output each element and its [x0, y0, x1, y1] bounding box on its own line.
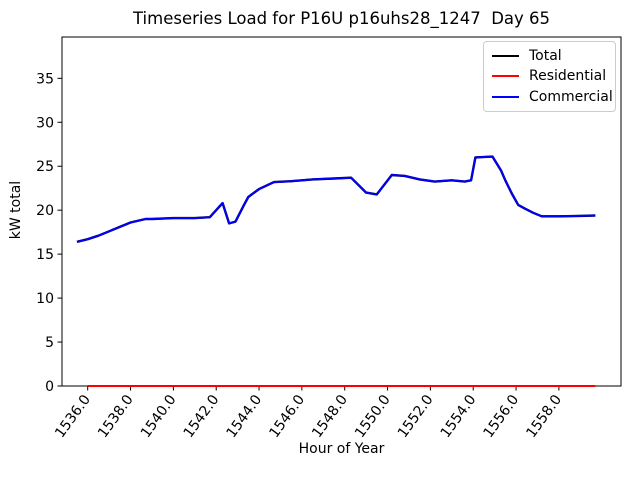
x-tick-label: 1536.0 — [52, 392, 94, 441]
x-axis-label: Hour of Year — [298, 441, 385, 457]
x-tick-label: 1544.0 — [224, 392, 266, 441]
y-axis-label: kW total — [8, 180, 24, 240]
x-tick-label: 1542.0 — [181, 392, 223, 441]
x-tick-label: 1552.0 — [395, 392, 437, 441]
legend-label-commercial: Commercial — [529, 88, 613, 105]
commercial-line-sample — [492, 95, 519, 98]
series-commercial-line — [76, 155, 596, 243]
legend-label-total: Total — [529, 48, 562, 65]
x-tick-label: 1554.0 — [438, 392, 480, 441]
y-tick-label: 5 — [45, 335, 54, 351]
y-tick-label: 35 — [36, 71, 54, 87]
x-tick-label: 1556.0 — [481, 392, 523, 441]
y-tick-label: 15 — [36, 247, 54, 263]
legend-label-residential: Residential — [529, 68, 607, 85]
series-total-line — [76, 155, 596, 243]
x-tick-label: 1538.0 — [95, 392, 137, 441]
y-tick-label: 20 — [36, 203, 54, 219]
legend-item-commercial: Commercial — [492, 90, 613, 104]
y-tick-label: 30 — [36, 115, 54, 131]
x-tick-label: 1540.0 — [138, 392, 180, 441]
legend-item-total: Total — [492, 49, 607, 63]
chart-title: Timeseries Load for P16U p16uhs28_1247 D… — [132, 9, 551, 28]
x-tick-label: 1548.0 — [309, 392, 351, 441]
total-line-sample — [492, 55, 519, 58]
y-tick-label: 0 — [45, 379, 54, 395]
residential-line-sample — [492, 75, 519, 78]
x-tick-label: 1550.0 — [352, 392, 394, 441]
y-tick-label: 10 — [36, 291, 54, 307]
y-tick-label: 25 — [36, 159, 54, 175]
x-tick-label: 1546.0 — [266, 392, 308, 441]
legend-item-residential: Residential — [492, 69, 607, 83]
x-tick-label: 1558.0 — [523, 392, 565, 441]
legend-box: Total Residential Commercial — [483, 41, 616, 112]
